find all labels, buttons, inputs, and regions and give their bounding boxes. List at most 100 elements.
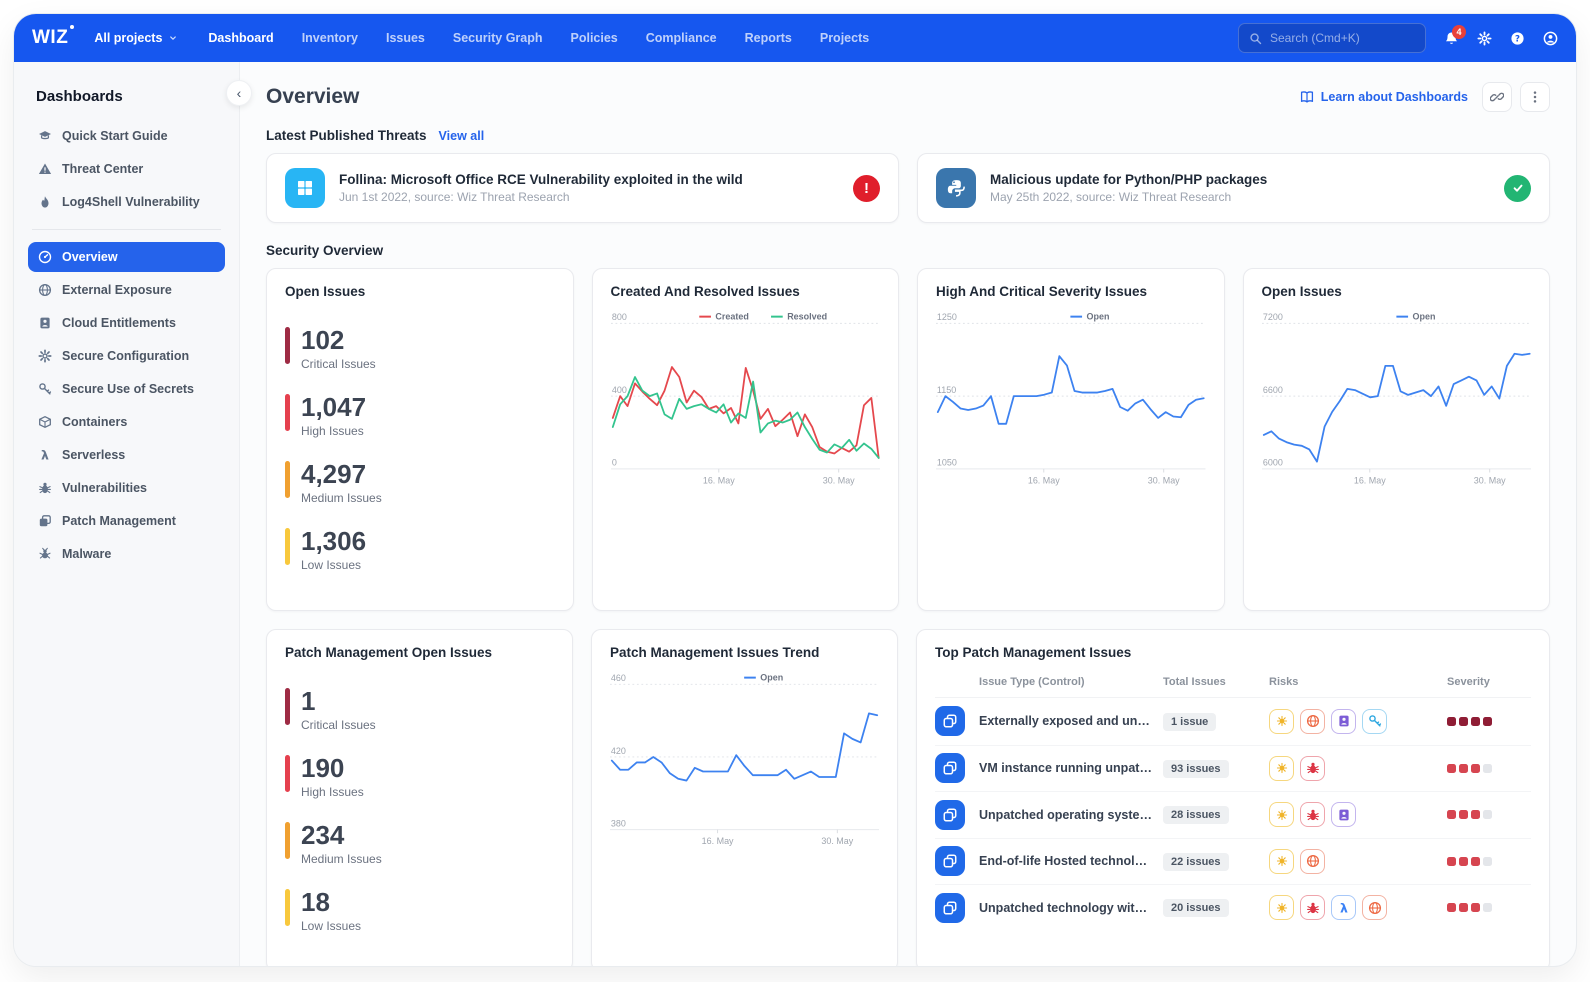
total-issues-badge: 93 issues — [1163, 759, 1229, 778]
patch-risk-icon — [1269, 895, 1294, 921]
sidebar-item-containers[interactable]: Containers — [28, 407, 225, 437]
threat-title: Follina: Microsoft Office RCE Vulnerabil… — [339, 172, 743, 187]
python-icon — [936, 168, 976, 208]
svg-text:Open: Open — [1087, 311, 1110, 321]
stat-low-issues: 1,306 Low Issues — [285, 528, 555, 572]
svg-text:30. May: 30. May — [1473, 475, 1505, 485]
threat-card[interactable]: Malicious update for Python/PHP packages… — [917, 153, 1550, 223]
svg-text:7200: 7200 — [1262, 312, 1282, 322]
svg-text:30. May: 30. May — [822, 475, 854, 485]
sidebar-item-label: Threat Center — [62, 162, 144, 176]
sidebar-item-malware[interactable]: Malware — [28, 539, 225, 569]
help-icon: ? — [1510, 31, 1525, 46]
copy-link-button[interactable] — [1482, 82, 1512, 112]
malware-icon — [38, 547, 52, 561]
more-options-button[interactable] — [1520, 82, 1550, 112]
project-selector[interactable]: All projects — [94, 31, 178, 45]
nav-item-dashboard[interactable]: Dashboard — [208, 31, 274, 45]
kebab-icon — [1528, 90, 1542, 104]
learn-about-dashboards-link[interactable]: Learn about Dashboards — [1300, 90, 1468, 104]
table-row[interactable]: Unpatched technology with criti... 20 iss… — [935, 884, 1531, 931]
svg-text:Open: Open — [1412, 311, 1435, 321]
severity-bar — [285, 889, 290, 926]
sidebar-item-external-exposure[interactable]: External Exposure — [28, 275, 225, 305]
table-column-header: Issue Type (Control) — [979, 676, 1085, 688]
sidebar-item-log4shell-vulnerability[interactable]: Log4Shell Vulnerability — [28, 187, 225, 217]
svg-text:λ: λ — [1340, 901, 1348, 915]
sidebar-item-threat-center[interactable]: Threat Center — [28, 154, 225, 184]
svg-text:16. May: 16. May — [702, 836, 734, 846]
stat-label: Low Issues — [301, 558, 362, 572]
patch-issue-icon — [935, 892, 966, 923]
wiz-logo[interactable]: WIZ — [32, 25, 75, 49]
svg-text:λ: λ — [41, 448, 49, 462]
risk-icons — [1269, 708, 1437, 734]
total-issues-badge: 20 issues — [1163, 899, 1229, 918]
table-row[interactable]: VM instance running unpatched .. 93 issue… — [935, 744, 1531, 792]
sidebar-item-label: Vulnerabilities — [62, 481, 147, 495]
app-window: WIZ All projects Dashboard Inventory Issue… — [14, 14, 1576, 966]
sidebar-collapse-button[interactable]: ‹ — [226, 80, 252, 106]
risk-icons: λ — [1269, 895, 1437, 921]
nav-item-inventory[interactable]: Inventory — [301, 31, 358, 45]
sidebar-item-label: Containers — [62, 415, 128, 429]
containers-icon — [38, 415, 52, 429]
open-issues-stats-card: Open Issues 102 Critical Issues 1,047 High … — [266, 268, 574, 611]
sidebar-item-serverless[interactable]: λ Serverless — [28, 440, 225, 470]
sidebar-item-cloud-entitlements[interactable]: Cloud Entitlements — [28, 308, 225, 338]
sidebar-item-label: Patch Management — [62, 514, 176, 528]
gear-icon — [1477, 30, 1492, 46]
notification-badge: 4 — [1452, 24, 1466, 39]
svg-text:16. May: 16. May — [1353, 475, 1385, 485]
log4shell-icon — [38, 195, 52, 209]
patch-issue-icon — [935, 846, 966, 877]
resolved-status-icon — [1504, 174, 1531, 202]
user-menu-button[interactable] — [1543, 31, 1558, 46]
nav-item-compliance[interactable]: Compliance — [645, 31, 717, 45]
top-patch-issues-table-card: Top Patch Management Issues Issue Type (… — [916, 629, 1550, 966]
sidebar-item-secure-configuration[interactable]: Secure Configuration — [28, 341, 225, 371]
sidebar-item-patch-management[interactable]: Patch Management — [28, 506, 225, 536]
nav-item-issues[interactable]: Issues — [385, 31, 425, 45]
sidebar-item-overview[interactable]: Overview — [28, 242, 225, 272]
page-title: Overview — [266, 85, 360, 108]
settings-button[interactable] — [1477, 30, 1492, 46]
patch-icon — [38, 514, 52, 528]
link-icon — [1490, 90, 1504, 104]
stat-high-issues: 190 High Issues — [285, 755, 554, 799]
search-input[interactable]: Search (Cmd+K) — [1238, 23, 1426, 53]
sidebar-item-secure-use-of-secrets[interactable]: Secure Use of Secrets — [28, 374, 225, 404]
card-title: Patch Management Open Issues — [285, 645, 493, 660]
help-button[interactable]: ? — [1510, 31, 1525, 46]
stat-low-issues: 18 Low Issues — [285, 889, 554, 933]
nav-item-projects[interactable]: Projects — [819, 31, 870, 45]
book-icon — [1300, 90, 1314, 104]
nav-item-security-graph[interactable]: Security Graph — [452, 31, 543, 45]
card-title: Created And Resolved Issues — [610, 284, 800, 299]
line-chart: Open 1250 1150 1050 16. May 30. May — [936, 309, 1206, 487]
table-row[interactable]: Externally exposed and unpatch... 1 issue — [935, 698, 1531, 745]
learn-label: Learn about Dashboards — [1320, 90, 1468, 104]
vulnerability-risk-icon — [1300, 802, 1325, 828]
threat-card[interactable]: Follina: Microsoft Office RCE Vulnerabil… — [266, 153, 899, 223]
sidebar-item-quick-start-guide[interactable]: Quick Start Guide — [28, 121, 225, 151]
severity-indicator — [1447, 810, 1531, 820]
stat-medium-issues: 234 Medium Issues — [285, 822, 554, 866]
nav-item-reports[interactable]: Reports — [744, 31, 792, 45]
view-all-link[interactable]: View all — [438, 128, 485, 143]
svg-text:1050: 1050 — [937, 458, 957, 468]
table-header: Issue Type (Control) Total Issues Risks Sev… — [935, 676, 1531, 698]
external-exposure-risk-icon — [1362, 895, 1387, 921]
table-row[interactable]: Unpatched operating system wit... 28 issu… — [935, 791, 1531, 838]
overview-icon — [38, 250, 52, 264]
severity-bar — [285, 461, 290, 498]
svg-text:6000: 6000 — [1262, 458, 1282, 468]
svg-text:16. May: 16. May — [702, 475, 734, 485]
table-row[interactable]: End-of-life Hosted technologies ... 22 is… — [935, 837, 1531, 885]
card-title: Open Issues — [1261, 284, 1342, 299]
stat-label: Low Issues — [301, 919, 362, 933]
notifications-button[interactable]: 4 — [1444, 24, 1466, 46]
sidebar-item-vulnerabilities[interactable]: Vulnerabilities — [28, 473, 225, 503]
svg-text:460: 460 — [611, 673, 626, 683]
nav-item-policies[interactable]: Policies — [570, 31, 618, 45]
